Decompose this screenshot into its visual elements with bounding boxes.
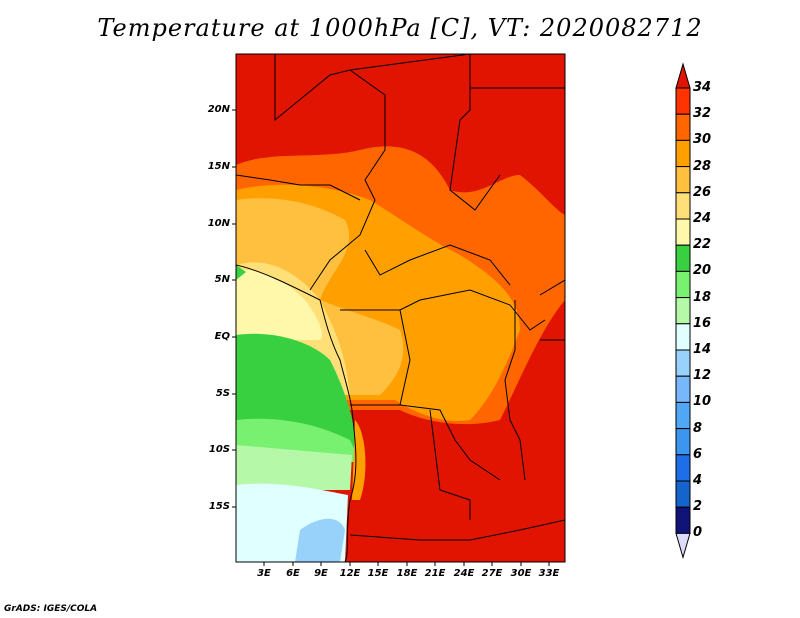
colorbar-label: 30: [693, 132, 712, 148]
lon-label: 30E: [510, 568, 532, 579]
colorbar-box: [675, 87, 691, 115]
colorbar-box: [675, 139, 691, 168]
colorbar-label: 28: [693, 158, 712, 174]
lon-label: 12E: [339, 568, 361, 579]
lat-label: 10S: [208, 444, 230, 455]
colorbar-label: 0: [693, 525, 703, 541]
colorbar-box: [675, 480, 691, 508]
colorbar-box: [675, 270, 691, 299]
colorbar-label: 32: [693, 106, 712, 122]
lat-label: 5S: [215, 388, 230, 399]
colorbar-label: 24: [693, 211, 712, 226]
coastal-patch: [236, 265, 246, 280]
lon-label: 33E: [538, 568, 560, 579]
region-22-24: [236, 269, 322, 340]
colorbar: [675, 62, 691, 560]
colorbar-box: [675, 244, 691, 272]
colorbar-box: [675, 428, 691, 456]
plot-title: Temperature at 1000hPa [C], VT: 20200827…: [97, 14, 703, 42]
map-frame: [235, 53, 566, 563]
region-12-14: [295, 518, 345, 562]
colorbar-label: 16: [693, 315, 712, 331]
lon-label: 18E: [396, 568, 418, 579]
axis-ticks: [232, 109, 550, 566]
lat-label: 10N: [207, 218, 230, 229]
colorbar-box: [675, 454, 691, 482]
lon-label: 21E: [424, 568, 446, 579]
lat-label: 15N: [207, 161, 230, 172]
colorbar-box: [675, 349, 691, 377]
colorbar-label: 12: [693, 368, 712, 384]
colorbar-box: [675, 323, 691, 351]
colorbar-label: 8: [693, 420, 703, 436]
colorbar-label: 34: [693, 80, 712, 95]
temperature-field: [236, 54, 565, 562]
colorbar-over-triangle: [675, 62, 691, 89]
region-16-18: [236, 445, 352, 490]
colorbar-label: 2: [693, 499, 703, 515]
colorbar-under-triangle: [675, 532, 691, 560]
lon-label: 15E: [367, 568, 389, 579]
lon-label: 24E: [453, 568, 475, 579]
colorbar-label: 20: [693, 263, 712, 279]
lon-label: 27E: [481, 568, 503, 579]
colorbar-label: 10: [693, 394, 712, 410]
lat-label: 5N: [214, 274, 230, 285]
lat-label: EQ: [214, 331, 230, 342]
colorbar-box: [675, 166, 691, 194]
colorbar-label: 14: [693, 342, 712, 357]
lat-label: 20N: [207, 104, 230, 115]
colorbar-label: 22: [693, 237, 712, 253]
colorbar-box: [675, 375, 691, 403]
colorbar-box: [675, 113, 691, 141]
colorbar-label: 4: [693, 473, 703, 488]
colorbar-box: [675, 192, 691, 220]
lon-label: 6E: [286, 568, 300, 579]
colorbar-label: 26: [693, 184, 712, 200]
lat-label: 15S: [208, 501, 230, 512]
colorbar-box: [675, 506, 691, 534]
colorbar-box: [675, 297, 691, 325]
grads-credit: GrADS: IGES/COLA: [4, 604, 98, 614]
colorbar-box: [675, 401, 691, 430]
colorbar-box: [675, 218, 691, 246]
lon-label: 9E: [314, 568, 328, 579]
colorbar-label: 18: [693, 289, 712, 305]
country-borders: [236, 54, 565, 562]
colorbar-label: 6: [693, 446, 703, 462]
lon-label: 3E: [257, 568, 271, 579]
